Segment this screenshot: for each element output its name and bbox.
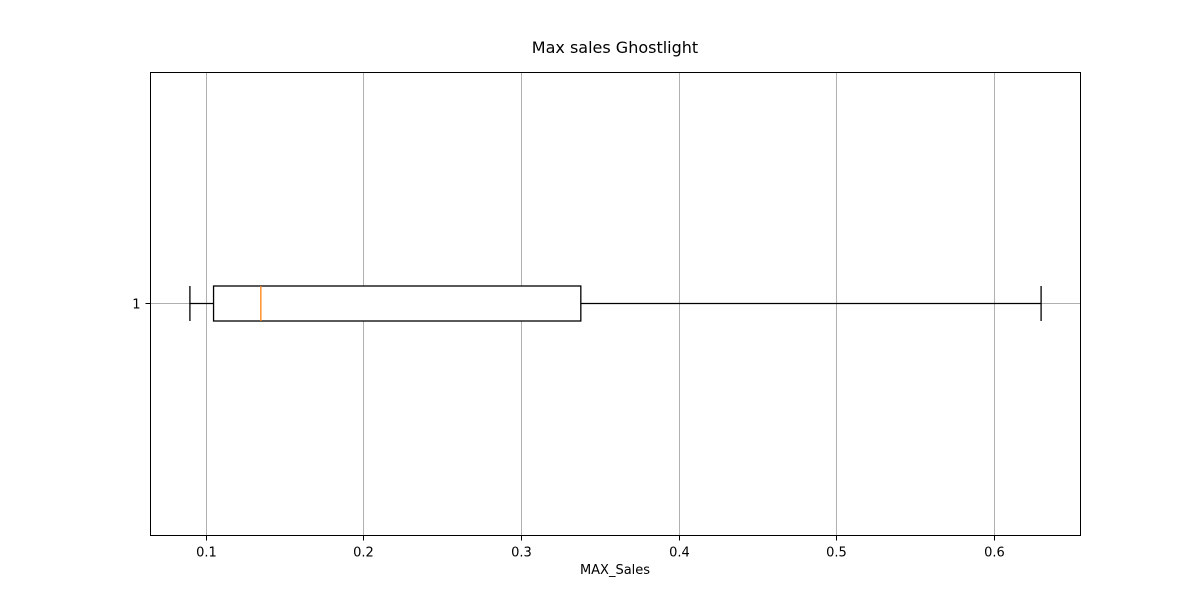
iqr-box bbox=[212, 285, 582, 322]
x-tick-label: 0.3 bbox=[511, 546, 532, 561]
x-tick-label: 0.1 bbox=[196, 546, 217, 561]
x-axis-title: MAX_Sales bbox=[580, 563, 650, 578]
box-elements bbox=[189, 285, 1042, 322]
y-tick-label: 1 bbox=[132, 298, 140, 313]
chart-title: Max sales Ghostlight bbox=[532, 38, 698, 57]
x-tick-label: 0.6 bbox=[984, 546, 1005, 561]
axis-ticks: 0.1 0.2 0.3 0.4 0.5 0.6 1 bbox=[132, 298, 1005, 561]
x-tick-label: 0.4 bbox=[669, 546, 690, 561]
x-tick-label: 0.5 bbox=[826, 546, 847, 561]
x-tick-label: 0.2 bbox=[353, 546, 374, 561]
